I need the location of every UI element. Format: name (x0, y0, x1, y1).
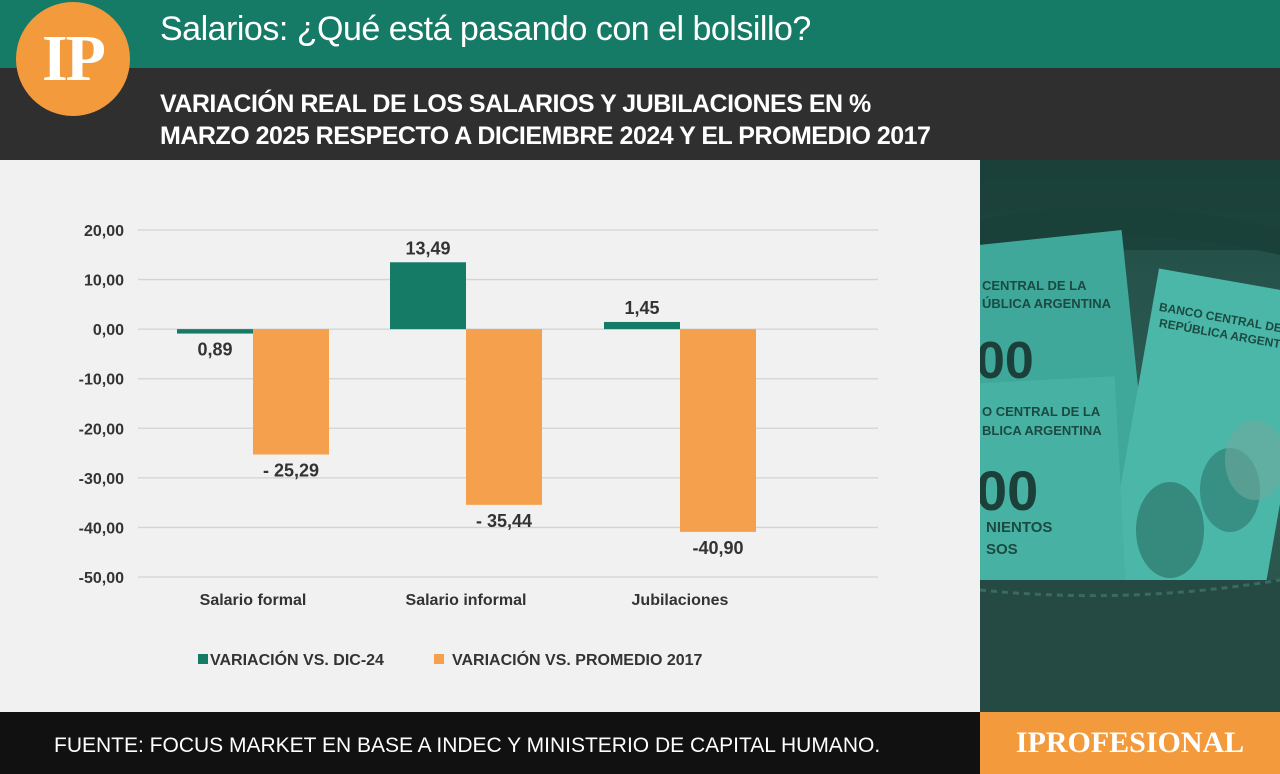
bar (466, 329, 542, 505)
legend-label: VARIACIÓN VS. PROMEDIO 2017 (452, 650, 703, 669)
category-label: Salario informal (406, 592, 527, 609)
bar (390, 262, 466, 330)
category-label: Jubilaciones (632, 592, 729, 609)
y-tick-label: -30,00 (79, 471, 124, 488)
legend-label: VARIACIÓN VS. DIC-24 (210, 650, 384, 669)
category-label: Salario formal (200, 592, 307, 609)
note3-small2: SOS (986, 541, 1018, 558)
data-label: 13,49 (405, 238, 450, 258)
subtitle-line-2: MARZO 2025 RESPECTO A DICIEMBRE 2024 Y E… (160, 122, 931, 150)
chart-subtitle: VARIACIÓN REAL DE LOS SALARIOS Y JUBILAC… (160, 88, 931, 152)
data-label: - 25,29 (263, 461, 319, 481)
legend-swatch (198, 654, 208, 664)
y-tick-label: 10,00 (84, 273, 124, 290)
data-label: - 35,44 (476, 511, 532, 531)
title-band (0, 0, 1280, 68)
data-label: 1,45 (624, 298, 659, 318)
ip-logo: IP (16, 2, 130, 116)
page-title: Salarios: ¿Qué está pasando con el bolsi… (160, 10, 811, 48)
subtitle-line-1: VARIACIÓN REAL DE LOS SALARIOS Y JUBILAC… (160, 90, 871, 118)
bar (680, 329, 756, 532)
y-tick-label: -20,00 (79, 421, 124, 438)
bar (604, 321, 680, 330)
data-label: -40,90 (692, 538, 743, 558)
note1-big: 00 (980, 332, 1034, 390)
note1-line1: CENTRAL DE LA (982, 278, 1087, 293)
y-tick-label: 20,00 (84, 223, 124, 240)
note3-small1: NIENTOS (986, 519, 1052, 536)
y-tick-label: -40,00 (79, 520, 124, 537)
subtitle-band (0, 68, 1280, 160)
note3-line1: O CENTRAL DE LA (982, 404, 1101, 419)
bar-chart: 20,00 10,00 0,00 -10,00 -20,00 -30,00 -40,00 -5… (79, 223, 878, 669)
iprofesional-brand: IPROFESIONAL (980, 712, 1280, 774)
data-label: 0,89 (197, 340, 232, 360)
chart-panel: 20,00 10,00 0,00 -10,00 -20,00 -30,00 -40,00 -5… (0, 160, 980, 712)
y-tick-label: -10,00 (79, 372, 124, 389)
banknote-middle: O CENTRAL DE LA BLICA ARGENTINA 00 NIENT… (980, 376, 1204, 594)
source-text: FUENTE: FOCUS MARKET EN BASE A INDEC Y M… (54, 734, 881, 757)
brand-text: IPROFESIONAL (1015, 726, 1245, 759)
note3-big: 00 (980, 459, 1038, 522)
banknotes-photo: CENTRAL DE LA ÚBLICA ARGENTINA 00 BANCO … (980, 160, 1280, 712)
note3-line2: BLICA ARGENTINA (982, 423, 1102, 438)
footer-bar (0, 712, 980, 774)
hand-shape (1225, 420, 1280, 500)
legend-swatch (434, 654, 444, 664)
y-tick-label: 0,00 (93, 322, 124, 339)
ip-logo-text: IP (42, 22, 106, 95)
bar (177, 329, 253, 334)
y-tick-label: -50,00 (79, 570, 124, 587)
bar (253, 329, 329, 455)
note1-line2: ÚBLICA ARGENTINA (982, 296, 1112, 311)
